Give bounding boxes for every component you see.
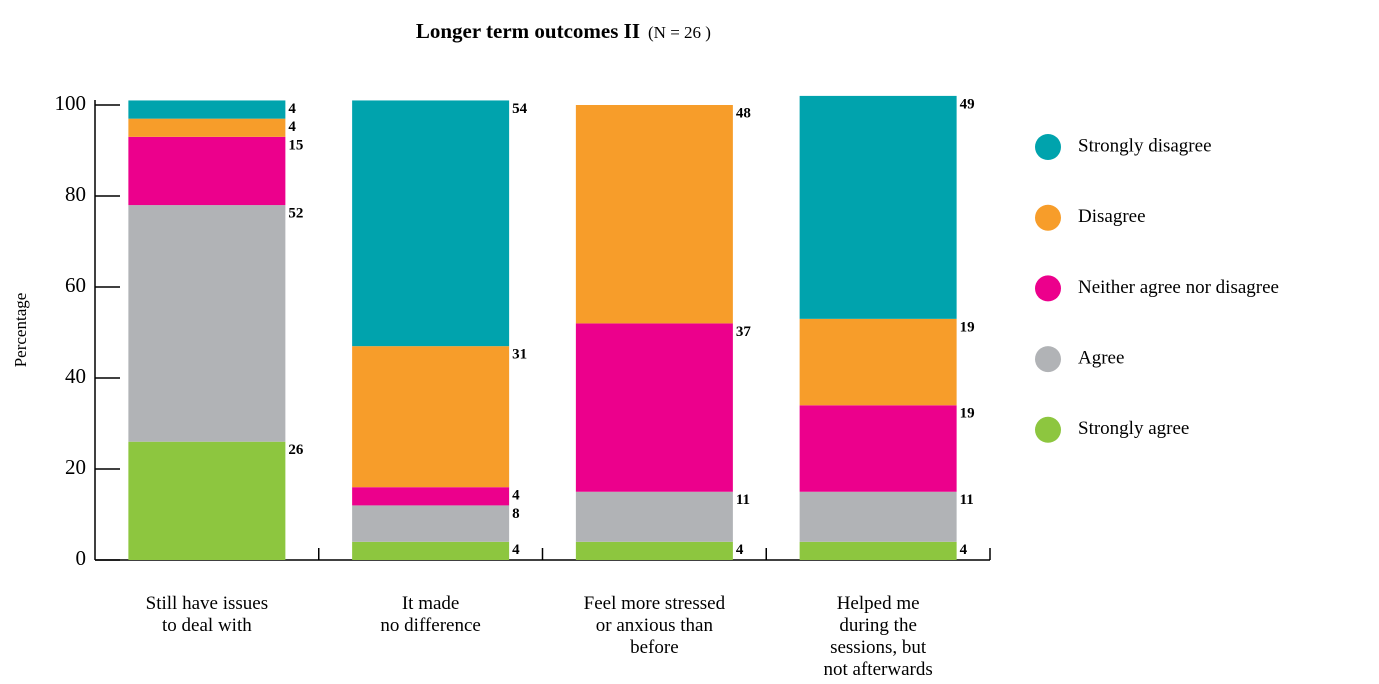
bar-segment (352, 487, 510, 506)
bar-segment (128, 205, 286, 442)
value-label: 52 (288, 206, 303, 222)
bar-segment (352, 346, 510, 488)
legend-label: Agree (1078, 347, 1124, 368)
bar-segment (799, 95, 957, 319)
legend-swatch (1035, 416, 1061, 443)
bar-segment (128, 118, 286, 137)
x-tick-label: Helped me during the sessions, but not a… (823, 593, 933, 680)
bar-segment (575, 323, 733, 492)
value-label: 26 (288, 442, 304, 458)
value-label: 48 (736, 105, 751, 121)
legend-label: Disagree (1078, 206, 1146, 227)
bar-segment (799, 405, 957, 492)
value-label: 4 (512, 488, 520, 504)
bar-segment (575, 541, 733, 560)
y-tick-label: 0 (76, 546, 87, 570)
value-label: 4 (736, 542, 744, 558)
legend-label: Strongly agree (1078, 418, 1189, 439)
legend-swatch (1035, 204, 1061, 231)
chart-title: Longer term outcomes II (416, 19, 640, 43)
legend-swatch (1035, 134, 1061, 160)
value-label: 15 (288, 137, 303, 153)
bar-segment (799, 318, 957, 406)
bar-segment (799, 491, 957, 542)
value-label: 54 (512, 101, 528, 117)
bar-segment (575, 491, 733, 542)
x-tick-label: Still have issues to deal with (145, 593, 269, 636)
y-tick-label: 40 (65, 364, 86, 388)
bar-segment (128, 136, 286, 206)
value-label: 49 (960, 96, 975, 112)
value-label: 37 (736, 324, 752, 340)
value-label: 11 (960, 492, 974, 508)
y-tick-label: 100 (55, 91, 87, 115)
bar-segment (352, 100, 510, 347)
y-tick-label: 20 (65, 455, 86, 479)
bar-segment (352, 505, 510, 542)
y-tick-label: 60 (65, 273, 86, 297)
value-label: 4 (288, 101, 296, 117)
y-axis-label: Percentage (11, 293, 30, 368)
legend-swatch (1035, 275, 1061, 302)
bar-segment (128, 441, 286, 560)
bar-segment (799, 541, 957, 560)
x-tick-label: Feel more stressed or anxious than befor… (583, 593, 726, 658)
value-label: 31 (512, 347, 527, 363)
value-label: 11 (736, 492, 750, 508)
bar-segment (128, 100, 286, 119)
legend-label: Strongly disagree (1078, 135, 1212, 156)
bar-segment (352, 541, 510, 560)
value-label: 4 (960, 542, 968, 558)
value-label: 19 (960, 406, 975, 422)
x-tick-label: It made no difference (380, 593, 481, 636)
value-label: 4 (512, 542, 520, 558)
value-label: 8 (512, 506, 520, 522)
legend-swatch (1035, 346, 1061, 373)
chart-subtitle: (N = 26 ) (648, 23, 711, 42)
value-label: 4 (288, 119, 296, 135)
y-tick-label: 80 (65, 182, 86, 206)
bar-segment (575, 105, 733, 324)
legend-label: Neither agree nor disagree (1078, 277, 1279, 298)
value-label: 19 (960, 319, 975, 335)
